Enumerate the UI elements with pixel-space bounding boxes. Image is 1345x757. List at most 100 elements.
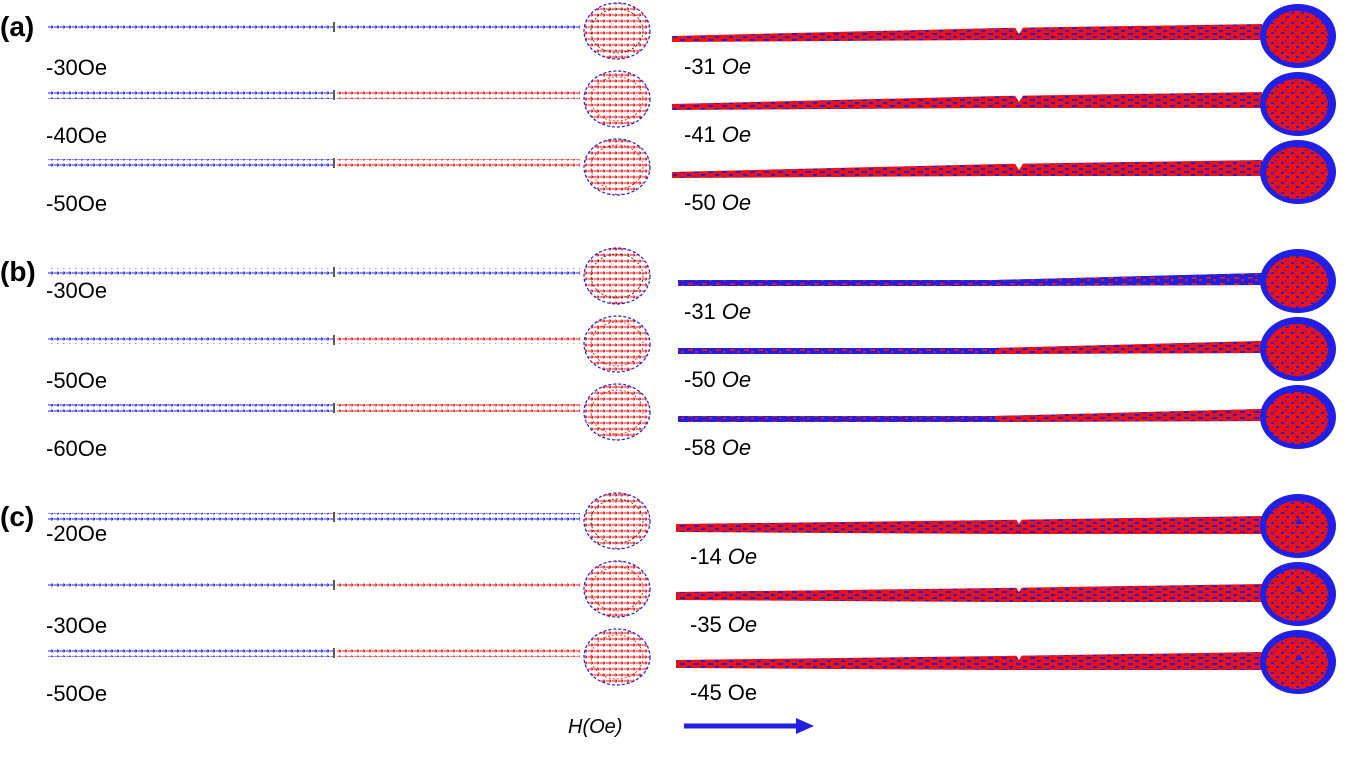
left-field-label: -30Oe (46, 613, 107, 638)
pad-vortex-core (590, 8, 644, 54)
panel-3: (c)-20Oe-14 Oe-30Oe -35 Oe-50Oe -45 Oe (0, 492, 1336, 706)
pad-vortex-mark (1295, 654, 1303, 660)
panel-label: (a) (0, 11, 34, 42)
pad-vortex-core (590, 76, 644, 122)
wire-domain-red (337, 336, 580, 344)
pad-vector-field (583, 138, 651, 196)
field-value: -50 (684, 190, 716, 215)
wire-contrast-reversed (995, 273, 1262, 286)
field-value: -35 (690, 612, 722, 637)
field-unit: Oe (728, 612, 757, 637)
left-field-label: -30Oe (46, 278, 107, 303)
wire-notch (1014, 516, 1024, 524)
pad-vortex-core (590, 566, 644, 612)
pad-vortex-core (590, 634, 644, 680)
panel-label: (b) (0, 256, 36, 287)
vector-field-map: -60Oe (46, 383, 651, 461)
pad-contrast (1266, 392, 1328, 444)
left-field-label: -50Oe (46, 368, 107, 393)
wire-notch (1014, 652, 1024, 660)
pad-vector-field (583, 560, 651, 618)
wire-notch (1014, 162, 1024, 170)
wire-notch (992, 339, 1002, 347)
right-field-label: -58 Oe (684, 435, 751, 460)
field-unit: Oe (722, 54, 751, 79)
pad-contrast (1266, 147, 1328, 199)
field-value: -14 (690, 544, 722, 569)
wire-domain-blue (48, 649, 333, 657)
wire-contrast (676, 652, 1262, 670)
pad-vortex-core (590, 144, 644, 190)
field-axis-label: H(Oe) (568, 716, 622, 738)
contrast-image: -31 Oe (678, 249, 1336, 324)
vector-field-map: -30Oe (46, 247, 651, 305)
right-field-label: -50 Oe (684, 190, 751, 215)
wire-domain-red (337, 91, 580, 99)
contrast-image: -58 Oe (678, 385, 1336, 460)
field-unit: Oe (722, 299, 751, 324)
wire-domain-blue (48, 404, 333, 412)
field-unit: Oe (722, 122, 751, 147)
field-value: -45 (690, 680, 722, 705)
right-field-label: -50 Oe (684, 367, 751, 392)
pad-vortex-mark (1295, 586, 1303, 592)
row-1: -20Oe -14 Oe (46, 492, 1336, 569)
wire-domain-blue (48, 513, 333, 521)
contrast-image: -35 Oe (676, 562, 1336, 637)
right-field-label: -45 Oe (690, 680, 757, 705)
pad-vector-field (583, 492, 651, 550)
pad-vortex-core (590, 498, 644, 544)
wire-contrast (676, 516, 1262, 534)
pad-contrast (1266, 324, 1328, 376)
wire-contrast-reversed (995, 341, 1262, 354)
contrast-image: -41 Oe (672, 72, 1336, 147)
pad-vortex-core (590, 389, 644, 435)
right-field-label: -35 Oe (690, 612, 757, 637)
row-3: -50Oe -45 Oe (46, 628, 1336, 706)
field-unit: Oe (728, 544, 757, 569)
wire-domain-blue (48, 91, 333, 99)
wire-contrast (676, 584, 1262, 602)
field-value: -50 (684, 367, 716, 392)
left-field-label: -50Oe (46, 681, 107, 706)
left-field-label: -30Oe (46, 55, 107, 80)
pad-contrast (1266, 79, 1328, 131)
vector-field-map: -20Oe (46, 492, 651, 550)
field-unit: Oe (728, 680, 757, 705)
wire-contrast (672, 160, 1262, 178)
vector-field-map: -50Oe (46, 315, 651, 393)
wire-notch (992, 407, 1002, 415)
wire-domain-blue (48, 581, 333, 589)
wire-domain-blue (337, 268, 580, 276)
right-field-label: -31 Oe (684, 54, 751, 79)
contrast-image: -45 Oe (676, 630, 1336, 705)
wire-domain-blue (337, 513, 580, 521)
wire-domain-blue (48, 23, 333, 31)
row-3: -60Oe -58 Oe (46, 383, 1336, 461)
pad-vector-field (583, 247, 651, 305)
contrast-image: -14 Oe (676, 494, 1336, 569)
wire-contrast (672, 92, 1262, 110)
pad-vector-field (583, 70, 651, 128)
vector-field-map: -50Oe (46, 628, 651, 706)
row-2: -40Oe -41 Oe (46, 70, 1336, 148)
pad-contrast (1266, 637, 1328, 689)
pad-contrast (1266, 569, 1328, 621)
pad-contrast (1266, 501, 1328, 553)
row-3: -50Oe -50 Oe (46, 138, 1336, 216)
vector-field-map: -50Oe (46, 138, 651, 216)
field-unit: Oe (722, 367, 751, 392)
panels: (a)-30Oe -31 Oe-40Oe -41 Oe-50Oe -50 Oe(b)-30O… (0, 2, 1336, 706)
contrast-image: -50 Oe (678, 317, 1336, 392)
field-value: -58 (684, 435, 716, 460)
right-field-label: -14 Oe (690, 544, 757, 569)
field-unit: Oe (722, 190, 751, 215)
vector-field-map: -30Oe (46, 560, 651, 638)
wire-domain-red (337, 404, 580, 412)
pad-vector-field (583, 383, 651, 441)
contrast-image: -31 Oe (672, 4, 1336, 79)
pad-vortex-core (590, 253, 644, 299)
vector-field-map: -30Oe (46, 2, 651, 80)
wire-contrast (672, 24, 1262, 42)
